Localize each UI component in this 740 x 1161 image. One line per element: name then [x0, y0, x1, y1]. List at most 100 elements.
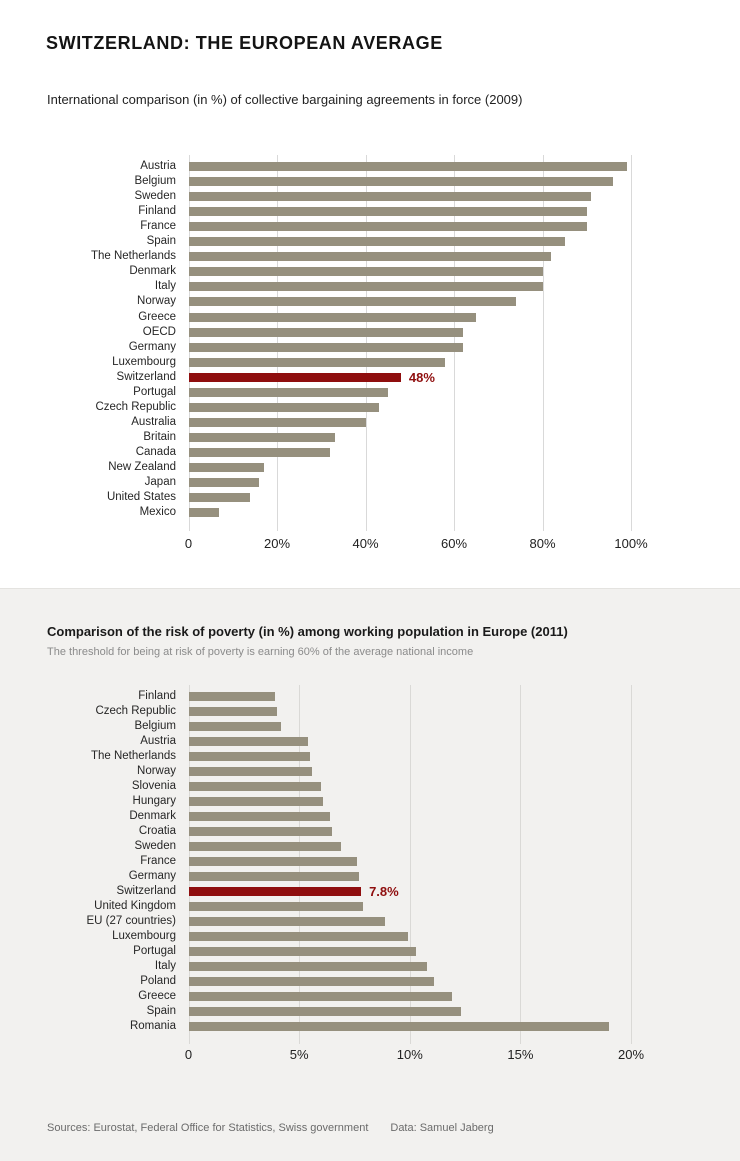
category-label: Britain [143, 430, 176, 443]
bar [188, 417, 366, 427]
category-label: Denmark [129, 265, 176, 278]
category-label: Croatia [138, 825, 176, 837]
gridline [409, 685, 411, 1044]
category-label: Norway [137, 295, 176, 308]
category-label: Slovenia [131, 780, 176, 792]
bar [188, 267, 543, 277]
gridline [542, 155, 544, 531]
category-label: Japan [144, 476, 176, 489]
bar [188, 222, 587, 232]
bar [188, 692, 275, 701]
x-axis-tick-label: 40% [352, 536, 379, 551]
category-label: EU (27 countries) [86, 915, 176, 927]
bar [188, 767, 313, 776]
category-label: Spain [146, 1005, 176, 1017]
bar [188, 1007, 461, 1016]
highlight-value-label: 7.8% [369, 884, 399, 899]
category-label: Belgium [134, 175, 176, 188]
x-axis-tick-label: 15% [507, 1047, 534, 1062]
category-label: Greece [138, 310, 176, 323]
bar [188, 842, 342, 851]
bar [188, 977, 435, 986]
bar [188, 797, 324, 806]
category-label: Finland [138, 690, 176, 702]
category-label: Portugal [133, 385, 176, 398]
bar [188, 432, 335, 442]
bargaining-chart-title: International comparison (in %) of colle… [47, 92, 523, 107]
highlighted-bar [188, 887, 362, 896]
category-label: Belgium [134, 720, 176, 732]
gridline [631, 685, 632, 1044]
category-label: Luxembourg [112, 355, 176, 368]
bar [188, 162, 627, 171]
bar [188, 402, 379, 412]
category-label: Sweden [134, 190, 176, 203]
category-label: Germany [128, 340, 176, 353]
page-title: SWITZERLAND: THE EUROPEAN AVERAGE [46, 33, 443, 53]
category-label: Spain [146, 235, 176, 248]
category-label: Italy [154, 280, 176, 293]
x-axis-tick-label: 5% [289, 1047, 309, 1062]
bar [188, 207, 587, 217]
bar [188, 1022, 609, 1031]
bar [188, 947, 417, 956]
category-label: Germany [128, 870, 176, 882]
category-label: Luxembourg [112, 930, 176, 942]
bar [188, 327, 463, 337]
category-label: United States [106, 491, 176, 504]
bar [188, 872, 359, 881]
bar [188, 297, 516, 307]
category-label: Austria [140, 735, 176, 747]
x-axis-tick-label: 10% [396, 1047, 423, 1062]
x-axis-tick-label: 60% [440, 536, 468, 551]
poverty-bar-chart: 0 5% 10% 15% 20% Finland Czech Republic Belgium… [0, 685, 740, 1070]
category-label: Australia [131, 415, 176, 428]
x-axis-tick-label: 20% [617, 1047, 645, 1062]
bar [188, 177, 614, 187]
category-label: The Netherlands [90, 250, 176, 263]
bar [188, 857, 357, 866]
bar [188, 932, 408, 941]
category-label: Finland [138, 205, 176, 218]
bar [188, 508, 220, 518]
bar [188, 992, 452, 1001]
category-label: Switzerland [116, 885, 176, 897]
bar [188, 812, 331, 821]
bar [188, 737, 308, 746]
highlight-value-label: 48% [408, 369, 435, 385]
category-label: Portugal [133, 945, 176, 957]
footer: Sources: Eurostat, Federal Office for St… [47, 1122, 707, 1134]
bar [188, 902, 364, 911]
bar [188, 707, 277, 716]
category-label: Poland [140, 975, 176, 987]
poverty-section [0, 588, 740, 1161]
bar [188, 312, 477, 322]
bar [188, 342, 463, 352]
bargaining-bar-chart: 0 20% 40% 60% 80% 100% Austria Belgium Sweden Fin… [0, 155, 740, 551]
bar [188, 493, 251, 503]
bar [188, 387, 388, 397]
bar [188, 827, 333, 836]
x-axis-tick-label: 20% [263, 536, 291, 551]
footer-data-credit: Data: Samuel Jaberg [390, 1122, 494, 1134]
category-label: The Netherlands [90, 750, 176, 762]
category-label: Canada [135, 445, 176, 458]
x-axis-tick-label: 0 [184, 1047, 193, 1062]
bar [188, 463, 264, 472]
category-label: Greece [138, 990, 176, 1002]
category-label: United Kingdom [94, 900, 176, 912]
bar [188, 962, 428, 971]
gridline [631, 155, 632, 531]
category-label: Romania [129, 1020, 176, 1032]
x-axis-tick-label: 80% [529, 536, 556, 551]
footer-sources: Sources: Eurostat, Federal Office for St… [47, 1122, 369, 1134]
bar [188, 917, 386, 926]
bar [188, 237, 565, 247]
category-label: Norway [137, 765, 176, 777]
category-label: Mexico [139, 506, 176, 519]
category-label: France [140, 220, 176, 233]
poverty-chart-subtitle: The threshold for being at risk of pover… [47, 646, 474, 658]
x-axis-tick-label: 0 [184, 536, 193, 551]
highlighted-bar [188, 372, 401, 382]
